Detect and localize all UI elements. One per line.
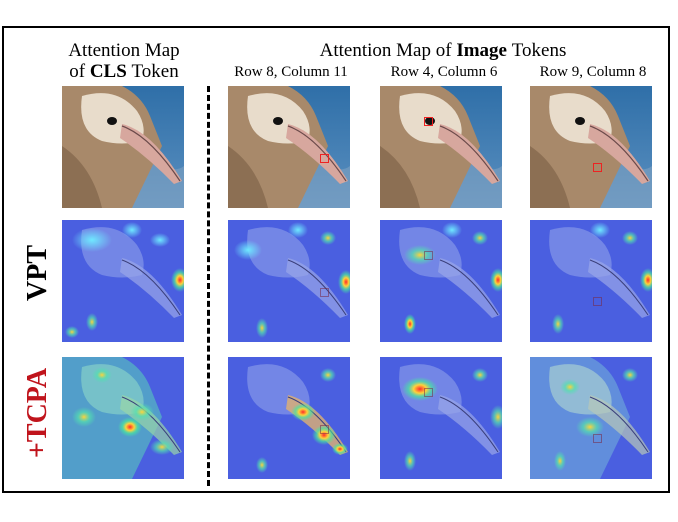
vpt-attention-map-r8c11	[228, 220, 350, 342]
selected-token-box	[320, 425, 329, 434]
cls-header-line2: of CLS Token	[69, 61, 179, 82]
bird-image-cls	[62, 86, 184, 208]
vpt-attention-map-r4c6	[380, 220, 502, 342]
tcpa-attention-map-r8c11	[228, 357, 350, 479]
selected-token-box	[424, 117, 433, 126]
selected-token-box	[320, 288, 329, 297]
column-label-row8-col11: Row 8, Column 11	[234, 64, 348, 80]
row-label-tcpa: +TCPA	[22, 367, 53, 459]
image-tokens-header: Attention Map of Image Tokens	[319, 40, 567, 61]
figure-frame	[2, 26, 670, 493]
column-label-row4-col6: Row 4, Column 6	[390, 64, 498, 80]
tcpa-attention-map-cls	[62, 357, 184, 479]
dashed-divider	[207, 86, 210, 486]
selected-token-box	[593, 434, 602, 443]
bird-image-token-r8c11	[228, 86, 350, 208]
selected-token-box	[424, 251, 433, 260]
tcpa-attention-map-r9c8	[530, 357, 652, 479]
cls-header-line1: Attention Map	[68, 40, 180, 61]
selected-token-box	[320, 154, 329, 163]
selected-token-box	[593, 297, 602, 306]
vpt-attention-map-cls	[62, 220, 184, 342]
selected-token-box	[593, 163, 602, 172]
row-label-vpt: VPT	[22, 245, 53, 301]
tcpa-attention-map-r4c6	[380, 357, 502, 479]
vpt-attention-map-r9c8	[530, 220, 652, 342]
column-label-row9-col8: Row 9, Column 8	[539, 64, 647, 80]
bird-image-token-r4c6	[380, 86, 502, 208]
selected-token-box	[424, 388, 433, 397]
bird-image-token-r9c8	[530, 86, 652, 208]
